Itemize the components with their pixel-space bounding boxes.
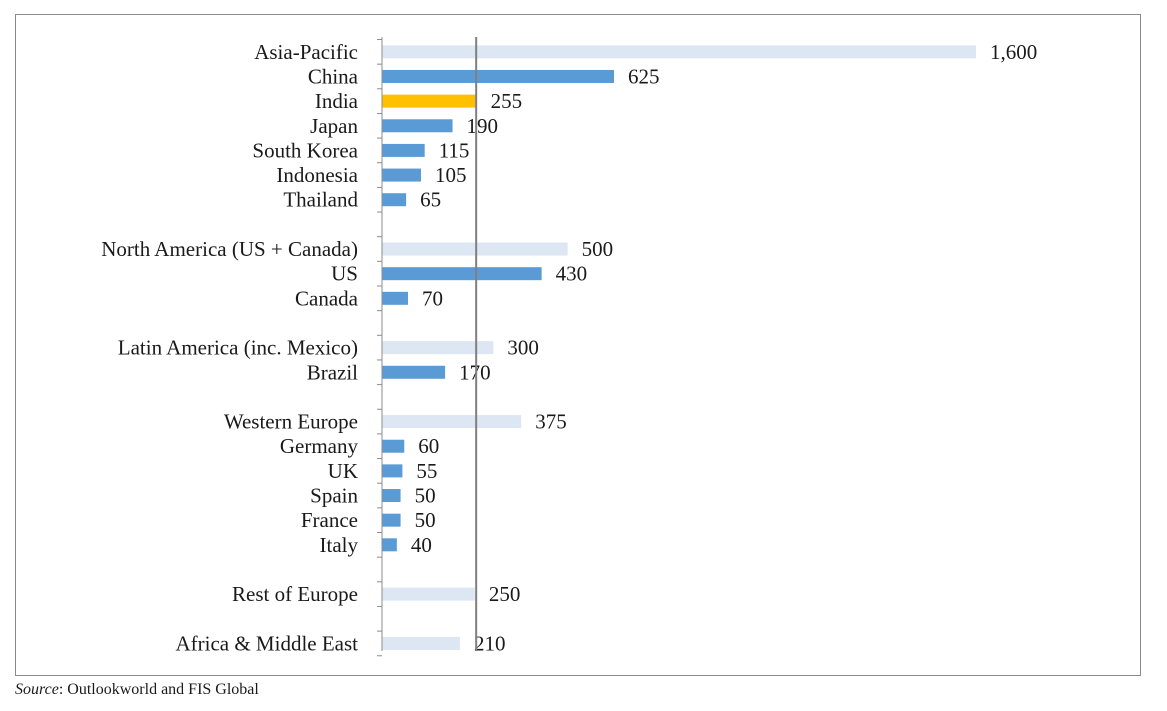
bar-china: [382, 69, 615, 83]
source-label: Source: [15, 681, 59, 698]
category-label: North America (US + Canada): [101, 237, 358, 261]
bar-latin-america-inc-mexico: [382, 341, 494, 355]
value-label: 105: [435, 163, 467, 187]
bar-india: [382, 94, 477, 108]
source-note: Source: Outlookworld and FIS Global: [15, 681, 259, 699]
bar-germany: [382, 439, 405, 453]
category-label: Africa & Middle East: [175, 631, 358, 655]
category-label: Spain: [310, 484, 358, 508]
value-label: 190: [467, 114, 499, 138]
bar-north-america-us-canada: [382, 242, 568, 256]
bar-us: [382, 267, 542, 281]
bar-brazil: [382, 365, 446, 379]
source-text: : Outlookworld and FIS Global: [58, 681, 259, 698]
category-label: US: [331, 262, 358, 286]
value-label: 60: [418, 434, 439, 458]
value-label: 300: [507, 336, 539, 360]
category-label: Asia-Pacific: [254, 40, 358, 64]
category-label: Germany: [280, 434, 359, 458]
bar-france: [382, 513, 401, 527]
bar-south-korea: [382, 143, 425, 157]
value-label: 1,600: [990, 40, 1037, 64]
value-label: 50: [415, 484, 436, 508]
bar-africa-middle-east: [382, 636, 460, 650]
bar-italy: [382, 538, 397, 552]
value-label: 170: [459, 360, 491, 384]
category-label: Rest of Europe: [232, 582, 358, 606]
category-label: Italy: [320, 533, 359, 557]
bar-spain: [382, 489, 401, 503]
bar-canada: [382, 291, 408, 305]
bar-japan: [382, 119, 453, 133]
value-label: 65: [420, 188, 441, 212]
value-label: 625: [628, 64, 660, 88]
bar-uk: [382, 464, 403, 478]
category-label: Thailand: [283, 188, 358, 212]
value-label: 250: [489, 582, 521, 606]
bar-thailand: [382, 193, 407, 207]
category-label: Indonesia: [276, 163, 358, 187]
value-label: 70: [422, 286, 443, 310]
bar-asia-pacific: [382, 45, 976, 59]
category-label: Japan: [310, 114, 358, 138]
category-label: Brazil: [307, 360, 358, 384]
category-label: Western Europe: [224, 410, 358, 434]
bar-indonesia: [382, 168, 421, 182]
category-label: South Korea: [252, 138, 358, 162]
value-label: 115: [439, 138, 470, 162]
category-label: Latin America (inc. Mexico): [118, 336, 358, 360]
value-label: 375: [535, 410, 567, 434]
value-label: 430: [556, 262, 588, 286]
value-label: 55: [416, 459, 437, 483]
value-label: 255: [491, 89, 523, 113]
bar-western-europe: [382, 415, 522, 429]
bar-rest-of-europe: [382, 587, 475, 601]
category-label: France: [301, 508, 358, 532]
category-label: China: [308, 64, 359, 88]
value-label: 50: [415, 508, 436, 532]
chart-frame: [15, 14, 1141, 676]
category-label: Canada: [295, 286, 359, 310]
value-label: 210: [474, 631, 506, 655]
value-label: 500: [582, 237, 614, 261]
category-label: UK: [328, 459, 358, 483]
category-label: India: [315, 89, 359, 113]
value-label: 40: [411, 533, 432, 557]
chart-plot: Asia-Pacific 1,600 China 625 India 255 Japan 19…: [101, 37, 1037, 657]
